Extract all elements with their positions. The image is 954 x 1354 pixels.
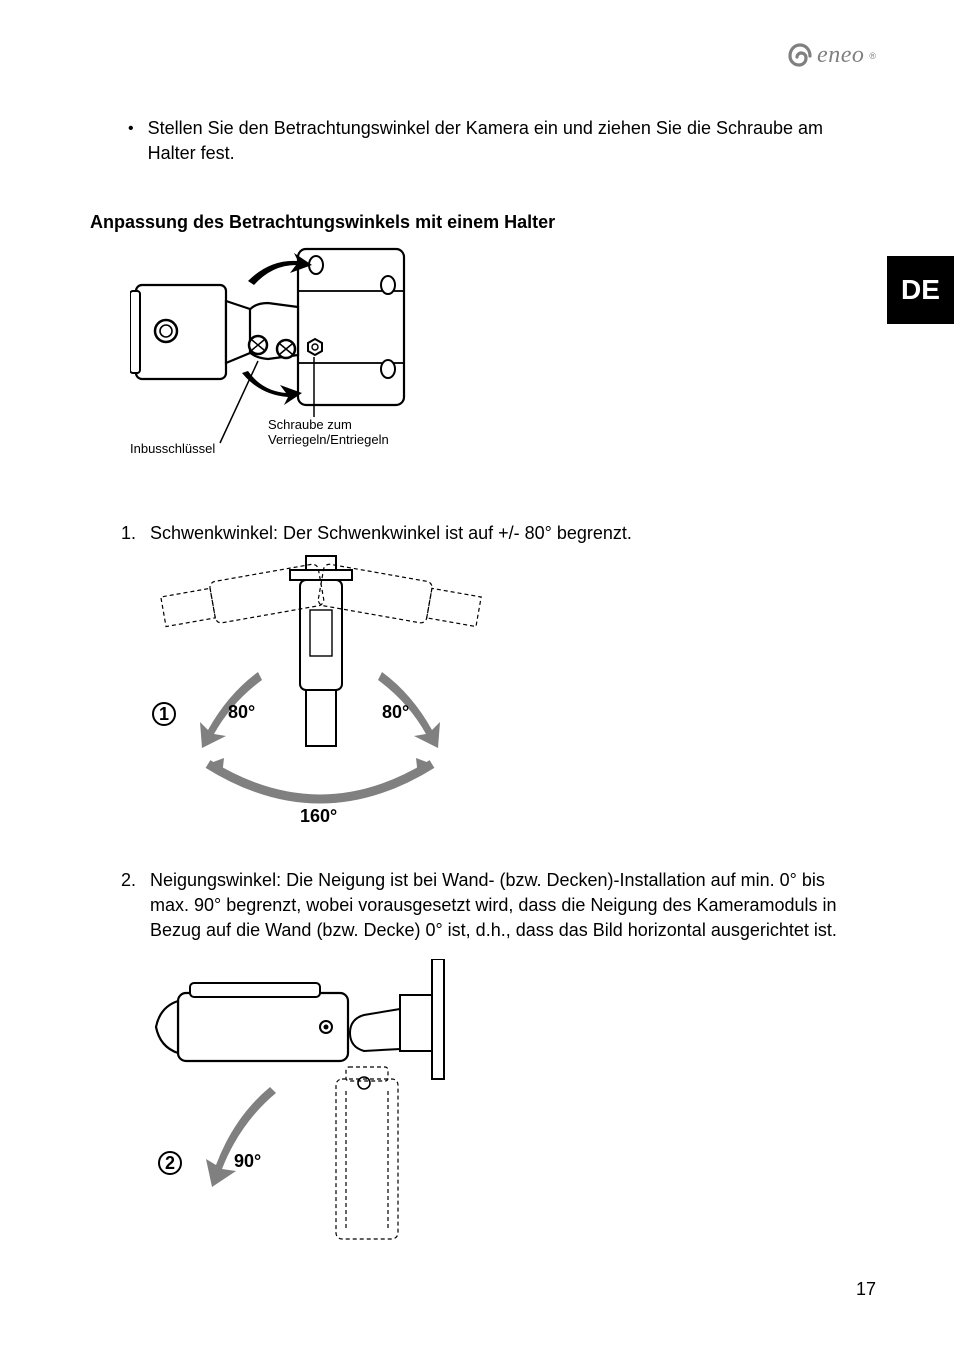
language-tab: DE [887, 256, 954, 324]
figure-bracket-adjustment: Inbusschlüssel Schraube zum Verriegeln/E… [130, 245, 420, 475]
logo-text: eneo [817, 42, 864, 69]
figure-tilt-angle: 2 90° [130, 959, 510, 1249]
item-text: Schwenkwinkel: Der Schwenkwinkel ist auf… [150, 521, 632, 546]
label-lock-screw: Schraube zum Verriegeln/Entriegeln [268, 417, 389, 447]
circled-1: 1 [152, 702, 176, 726]
brand-logo: eneo ® [787, 42, 876, 69]
circled-2: 2 [158, 1151, 182, 1175]
page-number: 17 [856, 1279, 876, 1300]
angle-80-right: 80° [382, 702, 409, 723]
angle-160: 160° [300, 806, 337, 827]
numbered-item-1: 1. Schwenkwinkel: Der Schwenkwinkel ist … [90, 521, 850, 546]
section-heading: Anpassung des Betrachtungswinkels mit ei… [90, 212, 850, 233]
item-number: 1. [110, 521, 136, 546]
figure-pan-angle: 1 80° 80° 160° [130, 554, 510, 834]
bullet-marker: • [128, 116, 134, 166]
numbered-item-2: 2. Neigungswinkel: Die Neigung ist bei W… [90, 868, 850, 943]
bullet-text: Stellen Sie den Betrachtungswinkel der K… [148, 116, 850, 166]
label-hex-key: Inbusschlüssel [130, 441, 215, 456]
angle-80-left: 80° [228, 702, 255, 723]
item-text: Neigungswinkel: Die Neigung ist bei Wand… [150, 868, 850, 943]
page-content: • Stellen Sie den Betrachtungswinkel der… [90, 116, 850, 1249]
logo-registered: ® [869, 51, 876, 61]
item-number: 2. [110, 868, 136, 943]
logo-swirl-icon [787, 43, 813, 69]
angle-90: 90° [234, 1151, 261, 1172]
bullet-item: • Stellen Sie den Betrachtungswinkel der… [90, 116, 850, 166]
